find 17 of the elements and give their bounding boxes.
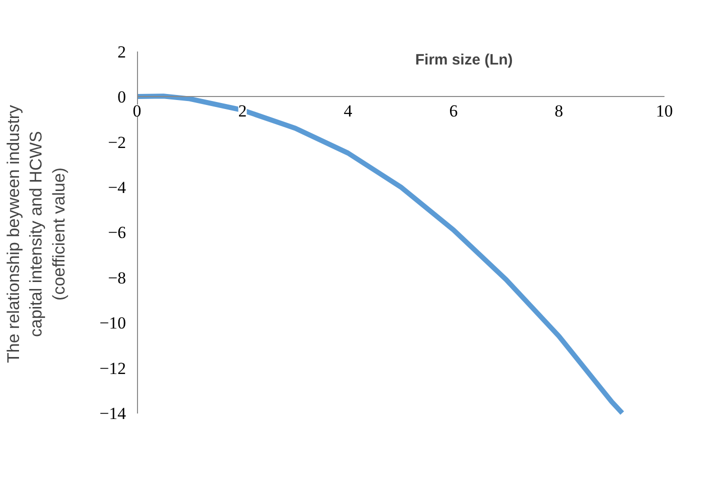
y-tick-label: −10: [99, 314, 126, 333]
y-tick-label: −12: [99, 358, 126, 378]
x-tick-label: 8: [554, 102, 564, 121]
x-tick-label: 2: [238, 102, 247, 121]
y-axis-title: The relationship beyween industry capital intensity and HCWS (coefficient value): [4, 104, 68, 363]
y-tick-label: −2: [108, 132, 126, 152]
y-tick-label: −14: [99, 404, 127, 424]
y-tick-label: −8: [108, 268, 126, 288]
x-tick-label: 0: [132, 102, 142, 121]
y-tick-label: −4: [108, 178, 127, 197]
y-tick-label: 0: [118, 88, 126, 107]
y-tick-label: 2: [118, 42, 126, 62]
y-tick-label: −6: [108, 223, 126, 242]
x-tick-label: 6: [449, 102, 458, 121]
x-tick-label: 10: [656, 102, 673, 121]
x-tick-label: 4: [344, 102, 353, 121]
x-axis-title: Firm size (Ln): [415, 52, 513, 69]
